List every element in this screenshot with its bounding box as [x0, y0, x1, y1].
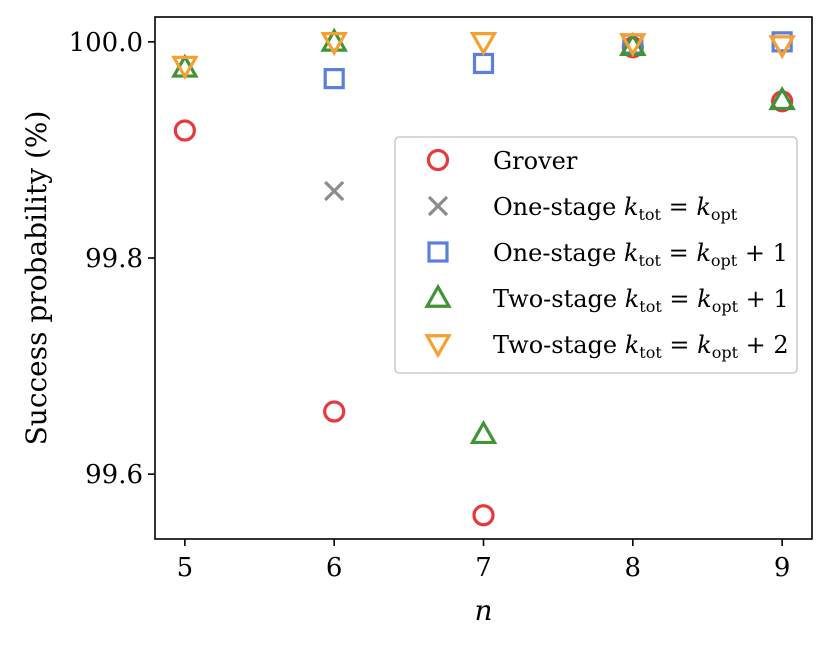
data-point-square	[323, 68, 345, 90]
legend-label: Grover	[493, 147, 578, 175]
data-point-triangle-up	[171, 53, 199, 78]
data-point-square	[472, 52, 495, 75]
legend-label-k2: k	[696, 239, 711, 267]
x-tick-label: 7	[475, 553, 492, 583]
legend-label-opt: opt	[711, 251, 738, 270]
legend-label-opt: opt	[711, 205, 738, 224]
x-tick-label: 8	[625, 553, 642, 583]
legend-label-tot: tot	[638, 205, 661, 224]
legend-label-prefix: One-stage	[493, 193, 624, 221]
legend-marker-circle	[426, 148, 450, 172]
axes: 5 6 7 8 9 99.6 99.8 100.0 n Success probability (…	[20, 16, 813, 627]
legend-label-suffix: + 2	[738, 331, 789, 359]
legend-label-prefix: Two-stage	[493, 285, 625, 313]
legend-label-eq: =	[661, 239, 696, 267]
y-axis-title: Success probability (%)	[20, 111, 53, 446]
legend-label: One-stage ktot = kopt + 1	[493, 239, 788, 270]
legend-label-eq: =	[662, 285, 697, 313]
data-point-triangle-up	[768, 85, 796, 111]
legend-label-opt: opt	[712, 343, 739, 362]
legend-marker-triangle-up	[424, 283, 452, 308]
data-point-circle	[472, 504, 495, 527]
legend-label-opt: opt	[712, 297, 739, 316]
legend-label-k: k	[624, 239, 639, 267]
legend-label-k2: k	[697, 331, 712, 359]
x-tick-label: 9	[774, 553, 791, 583]
legend-label-suffix: + 1	[737, 239, 788, 267]
x-tick-label: 6	[326, 553, 343, 583]
plot-area	[171, 27, 796, 527]
legend-label: Two-stage ktot = kopt + 2	[493, 331, 789, 362]
legend-marker-triangle-down	[424, 334, 452, 359]
legend-marker-square	[427, 241, 449, 263]
x-axis-title: n	[474, 594, 492, 627]
legend-label: Two-stage ktot = kopt + 1	[493, 285, 789, 316]
data-point-triangle-down	[619, 33, 647, 58]
legend-label: One-stage ktot = kopt	[493, 193, 738, 224]
legend-label-eq: =	[661, 193, 696, 221]
legend-label-prefix: Two-stage	[493, 331, 625, 359]
data-point-triangle-down	[768, 35, 796, 60]
legend-label-tot: tot	[639, 343, 662, 362]
legend-marker-x	[427, 195, 449, 217]
y-tick-label: 99.8	[85, 244, 143, 274]
legend-label-prefix: One-stage	[493, 239, 624, 267]
legend-label-prefix: Grover	[493, 147, 578, 175]
y-tick-label: 100.0	[69, 28, 143, 58]
legend-box	[394, 136, 798, 374]
legend-label-eq: =	[662, 331, 697, 359]
data-point-triangle-down	[469, 32, 498, 57]
data-point-x	[324, 180, 345, 202]
legend-label-suffix: + 1	[738, 285, 789, 313]
legend-label-k: k	[624, 193, 639, 221]
legend-label-k: k	[625, 285, 640, 313]
data-point-circle	[173, 119, 196, 142]
data-point-triangle-down	[320, 32, 348, 57]
data-point-circle	[323, 400, 346, 423]
legend-label-tot: tot	[639, 297, 662, 316]
legend-label-k2: k	[697, 285, 712, 313]
legend-label-k2: k	[696, 193, 711, 221]
legend-label-tot: tot	[638, 251, 661, 270]
legend-label-k: k	[625, 331, 640, 359]
x-tick-label: 5	[177, 553, 194, 583]
data-point-triangle-up	[469, 419, 498, 445]
y-tick-label: 99.6	[85, 460, 143, 490]
data-point-triangle-down	[171, 55, 199, 80]
